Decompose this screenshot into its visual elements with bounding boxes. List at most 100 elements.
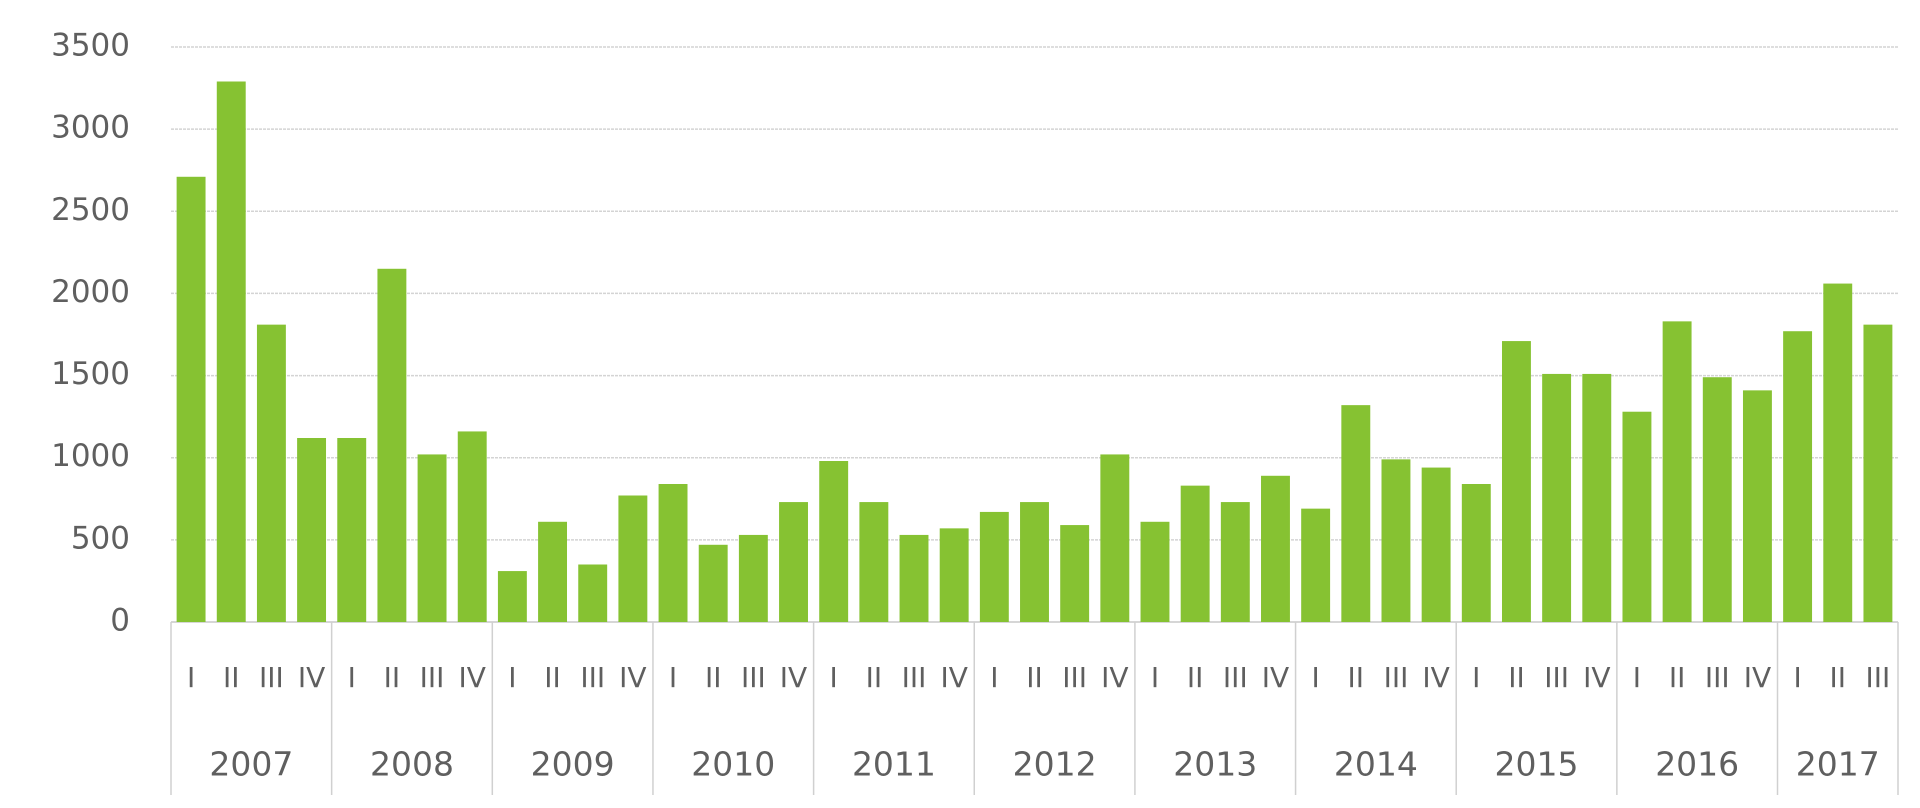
bar [578, 564, 608, 622]
x-tick-label: IV [1744, 661, 1771, 694]
x-tick-label: II [384, 661, 401, 694]
y-tick-label: 3000 [51, 110, 130, 146]
x-tick-label: IV [1422, 661, 1449, 694]
bar [377, 268, 407, 622]
x-tick-label: III [1705, 661, 1730, 694]
bar [176, 176, 206, 623]
bar [297, 438, 327, 622]
x-group-label: 2008 [370, 745, 454, 784]
bar [256, 324, 286, 622]
bar [1542, 373, 1572, 622]
bar [1381, 459, 1411, 622]
x-tick-label: II [1829, 661, 1846, 694]
bar [819, 461, 849, 622]
x-tick-label: II [866, 661, 883, 694]
x-group-label: 2016 [1655, 745, 1739, 784]
x-tick-label: III [1384, 661, 1409, 694]
bar [216, 81, 246, 622]
x-group-label: 2014 [1334, 745, 1418, 784]
bar [1341, 405, 1371, 622]
bar [1020, 502, 1049, 622]
x-tick-label: IV [298, 661, 325, 694]
bar [658, 484, 688, 622]
bar [618, 495, 648, 622]
x-tick-label: III [902, 661, 927, 694]
bar [1783, 331, 1813, 622]
y-tick-label: 500 [71, 520, 130, 556]
y-tick-label: 1500 [51, 356, 130, 392]
x-group-label: 2009 [531, 745, 615, 784]
x-tick-label: III [259, 661, 284, 694]
x-tick-label: III [1544, 661, 1569, 694]
bar [538, 521, 568, 622]
bar [1742, 390, 1772, 622]
y-tick-label: 0 [110, 603, 130, 639]
bar [1823, 283, 1853, 622]
x-group-label: 2012 [1013, 745, 1097, 784]
bar [1180, 485, 1210, 622]
bar [859, 502, 889, 622]
bar [417, 454, 447, 622]
bar [939, 528, 969, 622]
x-tick-label: I [1312, 661, 1320, 694]
x-tick-label: IV [1583, 661, 1610, 694]
x-group-label: 2010 [691, 745, 775, 784]
y-tick-label: 2000 [51, 274, 130, 310]
x-group-label: 2017 [1796, 745, 1880, 784]
x-group-label: 2007 [209, 745, 293, 784]
x-tick-label: III [1062, 661, 1087, 694]
bar [1301, 508, 1331, 622]
bar [899, 534, 929, 622]
x-tick-label: II [705, 661, 722, 694]
bar [337, 438, 367, 622]
x-group-label: 2011 [852, 745, 936, 784]
bar [979, 511, 1009, 622]
x-group-label: 2013 [1173, 745, 1257, 784]
x-tick-label: I [348, 661, 356, 694]
bar [779, 502, 808, 622]
bar [698, 544, 728, 622]
x-tick-label: III [1866, 661, 1891, 694]
x-tick-label: I [669, 661, 677, 694]
x-tick-label: III [580, 661, 605, 694]
x-tick-label: II [544, 661, 561, 694]
x-tick-label: I [187, 661, 195, 694]
x-tick-label: IV [619, 661, 646, 694]
bar [1461, 484, 1491, 622]
x-tick-label: IV [459, 661, 486, 694]
x-tick-label: I [990, 661, 998, 694]
x-tick-label: III [1223, 661, 1248, 694]
x-tick-label: IV [1262, 661, 1289, 694]
x-group-label: 2015 [1495, 745, 1579, 784]
x-tick-label: IV [780, 661, 807, 694]
y-tick-label: 2500 [51, 192, 130, 228]
x-tick-label: II [1026, 661, 1043, 694]
x-tick-label: I [1151, 661, 1159, 694]
x-tick-label: I [1793, 661, 1801, 694]
bar [497, 571, 527, 622]
x-tick-label: I [1472, 661, 1480, 694]
bar [1582, 373, 1612, 622]
bar [1100, 454, 1130, 622]
bar [1261, 475, 1290, 622]
bar [1622, 411, 1652, 622]
x-tick-label: IV [940, 661, 967, 694]
bar [1220, 502, 1250, 622]
bar [1702, 377, 1732, 622]
bar [1140, 521, 1170, 622]
y-tick-label: 1000 [51, 438, 130, 474]
x-tick-label: II [1669, 661, 1686, 694]
bar [1863, 324, 1893, 622]
y-tick-label: 3500 [51, 28, 130, 64]
x-tick-label: II [223, 661, 240, 694]
x-tick-label: I [1633, 661, 1641, 694]
bar [1060, 525, 1090, 622]
bar [457, 431, 487, 622]
x-tick-label: II [1508, 661, 1525, 694]
x-tick-label: III [420, 661, 445, 694]
bar [1501, 341, 1531, 622]
x-tick-label: III [741, 661, 766, 694]
x-tick-label: IV [1101, 661, 1128, 694]
